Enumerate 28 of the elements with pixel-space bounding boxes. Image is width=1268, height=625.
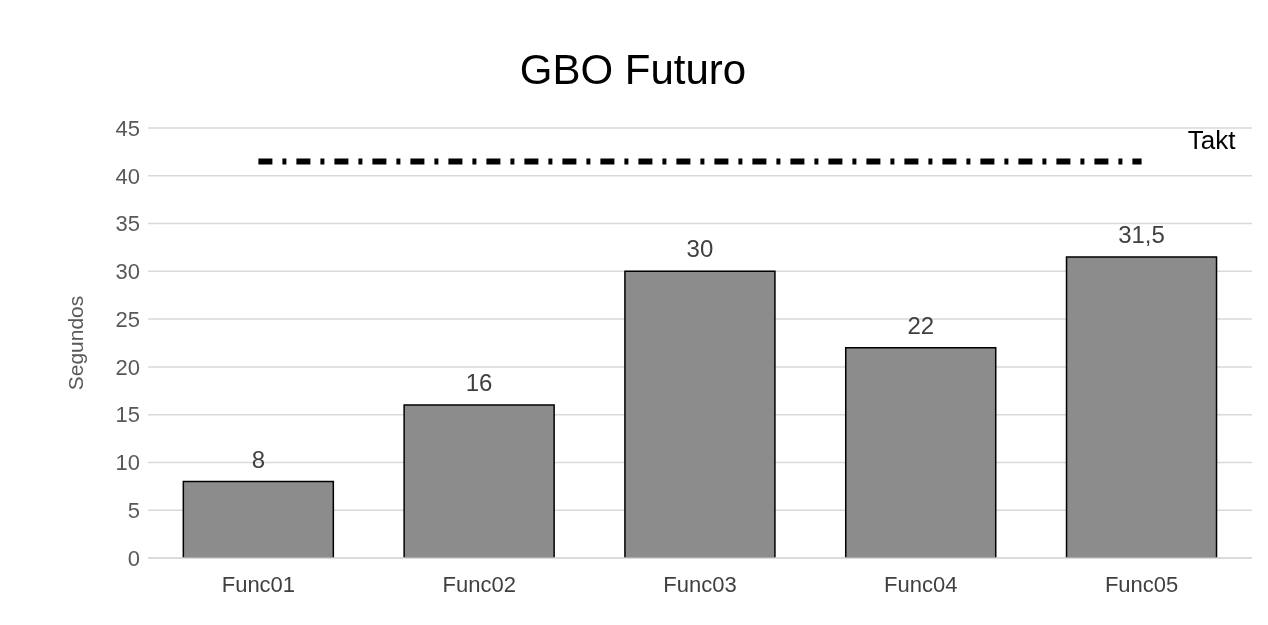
- chart-title: GBO Futuro: [518, 46, 748, 94]
- y-tick-label: 40: [115, 163, 140, 189]
- bar: [182, 480, 335, 558]
- x-tick-label: Func04: [884, 571, 958, 597]
- data-label: 22: [907, 311, 935, 339]
- bar: [1065, 256, 1218, 558]
- x-tick-label: Func01: [221, 571, 296, 597]
- bar: [403, 404, 555, 558]
- data-label: 8: [251, 445, 266, 473]
- data-label: 16: [465, 369, 493, 397]
- ref-line-label: Takt: [1187, 125, 1237, 156]
- y-tick-label: 45: [115, 115, 140, 141]
- x-tick-label: Func03: [663, 571, 737, 597]
- bar: [844, 347, 997, 558]
- data-label: 31,5: [1118, 221, 1165, 248]
- x-tick-label: Func05: [1104, 571, 1179, 597]
- y-tick-label: 35: [115, 211, 140, 237]
- bar: [624, 270, 776, 558]
- x-tick-label: Func02: [442, 571, 516, 597]
- y-tick-label: 30: [115, 259, 140, 285]
- y-tick-label: 25: [115, 306, 140, 332]
- y-tick-label: 20: [115, 354, 140, 380]
- y-tick-label: 5: [127, 498, 140, 524]
- y-tick-label: 15: [115, 402, 140, 428]
- y-tick-label: 0: [127, 545, 140, 571]
- y-tick-label: 10: [115, 450, 140, 476]
- data-label: 30: [686, 235, 714, 263]
- y-axis-title: Segundos: [64, 295, 88, 391]
